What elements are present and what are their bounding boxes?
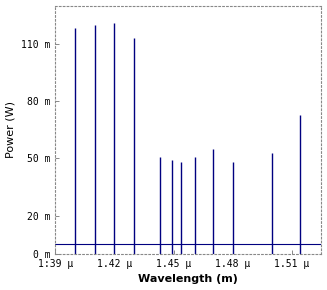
Y-axis label: Power (W): Power (W)	[6, 101, 16, 158]
X-axis label: Wavelength (m): Wavelength (m)	[138, 274, 238, 284]
